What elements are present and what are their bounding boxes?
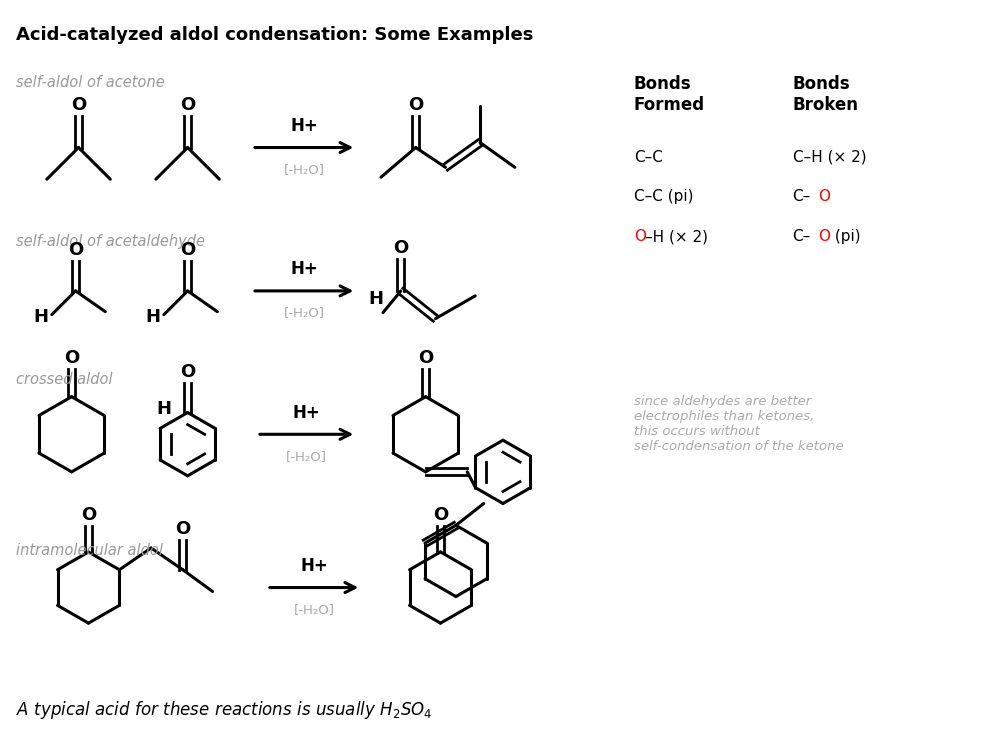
Text: [-H₂O]: [-H₂O]	[286, 449, 327, 463]
Text: –H (× 2): –H (× 2)	[645, 229, 708, 244]
Text: (pi): (pi)	[830, 229, 861, 244]
Text: O: O	[818, 190, 830, 205]
Text: O: O	[180, 96, 195, 114]
Text: C–: C–	[793, 229, 811, 244]
Text: O: O	[393, 240, 408, 257]
Text: Acid-catalyzed aldol condensation: Some Examples: Acid-catalyzed aldol condensation: Some …	[16, 26, 533, 44]
Text: H+: H+	[293, 403, 321, 422]
Text: self-aldol of acetone: self-aldol of acetone	[16, 75, 165, 90]
Text: O: O	[408, 96, 423, 114]
Text: H: H	[33, 307, 48, 326]
Text: O: O	[71, 96, 86, 114]
Text: H: H	[369, 290, 384, 308]
Text: crossed aldol: crossed aldol	[16, 372, 113, 387]
Text: O: O	[81, 507, 96, 525]
Text: O: O	[818, 229, 830, 244]
Text: O: O	[68, 241, 83, 260]
Text: O: O	[433, 507, 448, 525]
Text: since aldehydes are better
electrophiles than ketones,
this occurs without
self-: since aldehydes are better electrophiles…	[634, 395, 844, 453]
Text: O: O	[634, 229, 646, 244]
Text: O: O	[180, 241, 195, 260]
Text: [-H₂O]: [-H₂O]	[284, 307, 325, 319]
Text: [-H₂O]: [-H₂O]	[284, 163, 325, 176]
Text: O: O	[64, 349, 79, 367]
Text: C–H (× 2): C–H (× 2)	[793, 150, 866, 165]
Text: $\it{A\ typical\ acid\ for\ these\ reactions\ is\ usually\ H_2SO_4}$: $\it{A\ typical\ acid\ for\ these\ react…	[16, 699, 432, 721]
Text: H+: H+	[290, 117, 318, 135]
Text: intramolecular aldol: intramolecular aldol	[16, 543, 163, 558]
Text: C–C: C–C	[634, 150, 663, 165]
Text: O: O	[418, 349, 433, 367]
Text: O: O	[180, 363, 195, 381]
Text: Bonds
Broken: Bonds Broken	[793, 75, 859, 114]
Text: [-H₂O]: [-H₂O]	[294, 603, 335, 616]
Text: C–C (pi): C–C (pi)	[634, 190, 693, 205]
Text: H: H	[156, 400, 171, 417]
Text: H: H	[145, 307, 160, 326]
Text: H+: H+	[290, 260, 318, 278]
Text: O: O	[175, 520, 190, 538]
Text: Bonds
Formed: Bonds Formed	[634, 75, 705, 114]
Text: self-aldol of acetaldehyde: self-aldol of acetaldehyde	[16, 234, 205, 248]
Text: C–: C–	[793, 190, 811, 205]
Text: H+: H+	[300, 557, 328, 575]
